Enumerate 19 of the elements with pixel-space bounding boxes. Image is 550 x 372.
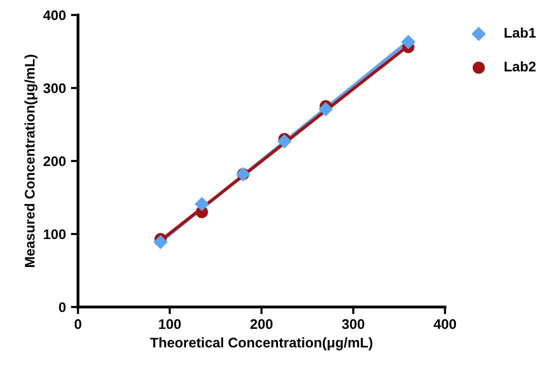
- y-tick-label: 400: [43, 10, 66, 20]
- point: [318, 102, 333, 116]
- point: [154, 235, 168, 249]
- point: [194, 197, 209, 211]
- x-tick-label: 300: [342, 319, 364, 330]
- y-axis-title: Measured Concentration(μg/mL): [24, 54, 38, 267]
- x-axis-title: Theoretical Concentration(μg/mL): [150, 337, 372, 350]
- x-tick-label: 400: [434, 319, 456, 330]
- y-tick-label: 300: [43, 83, 66, 94]
- y-tick-label: 0: [59, 302, 66, 312]
- point: [401, 35, 416, 49]
- point: [278, 134, 292, 148]
- legend-label: Lab1: [504, 28, 536, 38]
- x-tick-label: 0: [74, 319, 82, 330]
- legend-label: Lab2: [504, 61, 536, 72]
- y-tick-label: 100: [44, 229, 66, 240]
- x-tick-label: 100: [159, 319, 181, 330]
- y-tick-label: 200: [44, 156, 66, 166]
- x-tick-label: 200: [250, 319, 273, 330]
